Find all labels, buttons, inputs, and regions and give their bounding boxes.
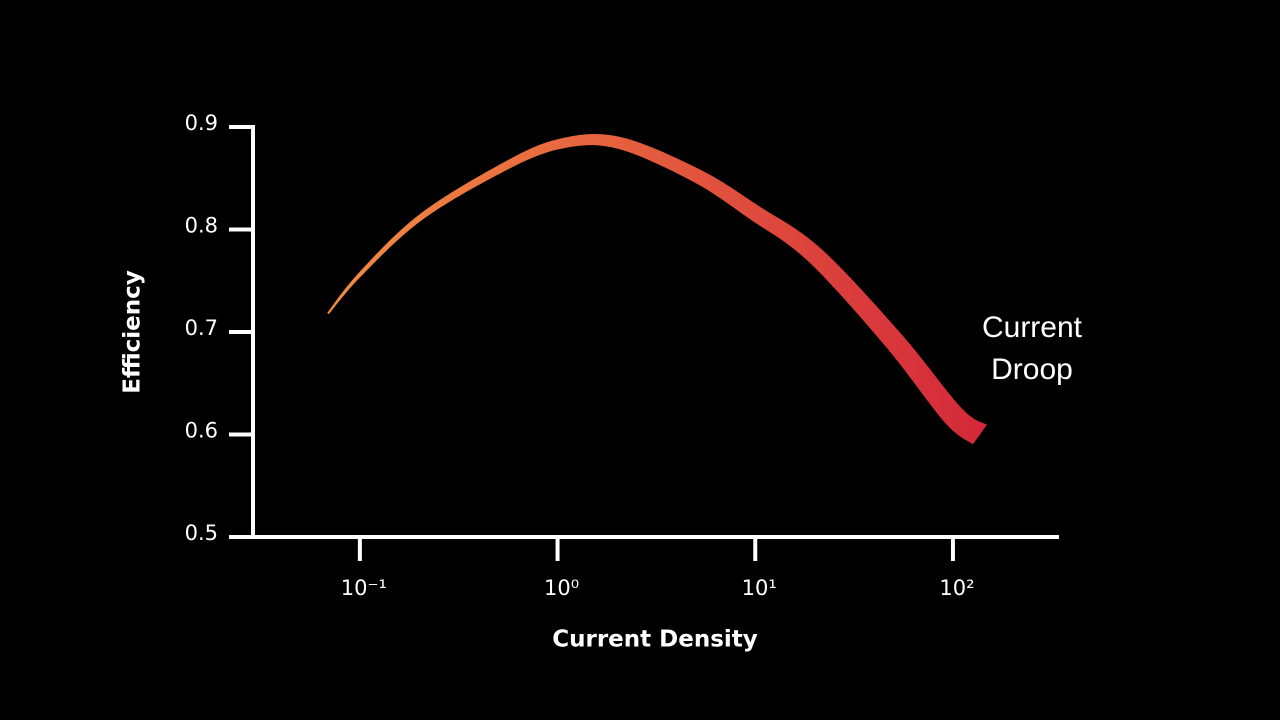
y-tick-label: 0.7 [185,316,218,340]
x-tick-label: 10⁻¹ [341,576,387,600]
y-tick-label: 0.6 [185,419,218,443]
efficiency-band [327,134,987,445]
x-tick-label: 10¹ [742,576,777,600]
annotation: Droop [991,353,1073,386]
x-tick-label: 10² [939,576,974,600]
annotation: Current [982,311,1083,344]
y-tick-label: 0.8 [185,214,218,238]
x-tick-label: 10⁰ [544,576,579,600]
y-tick-label: 0.9 [185,111,218,135]
x-axis-title: Current Density [552,627,758,653]
y-axis-title: Efficiency [120,270,146,393]
y-tick-label: 0.5 [185,521,218,545]
